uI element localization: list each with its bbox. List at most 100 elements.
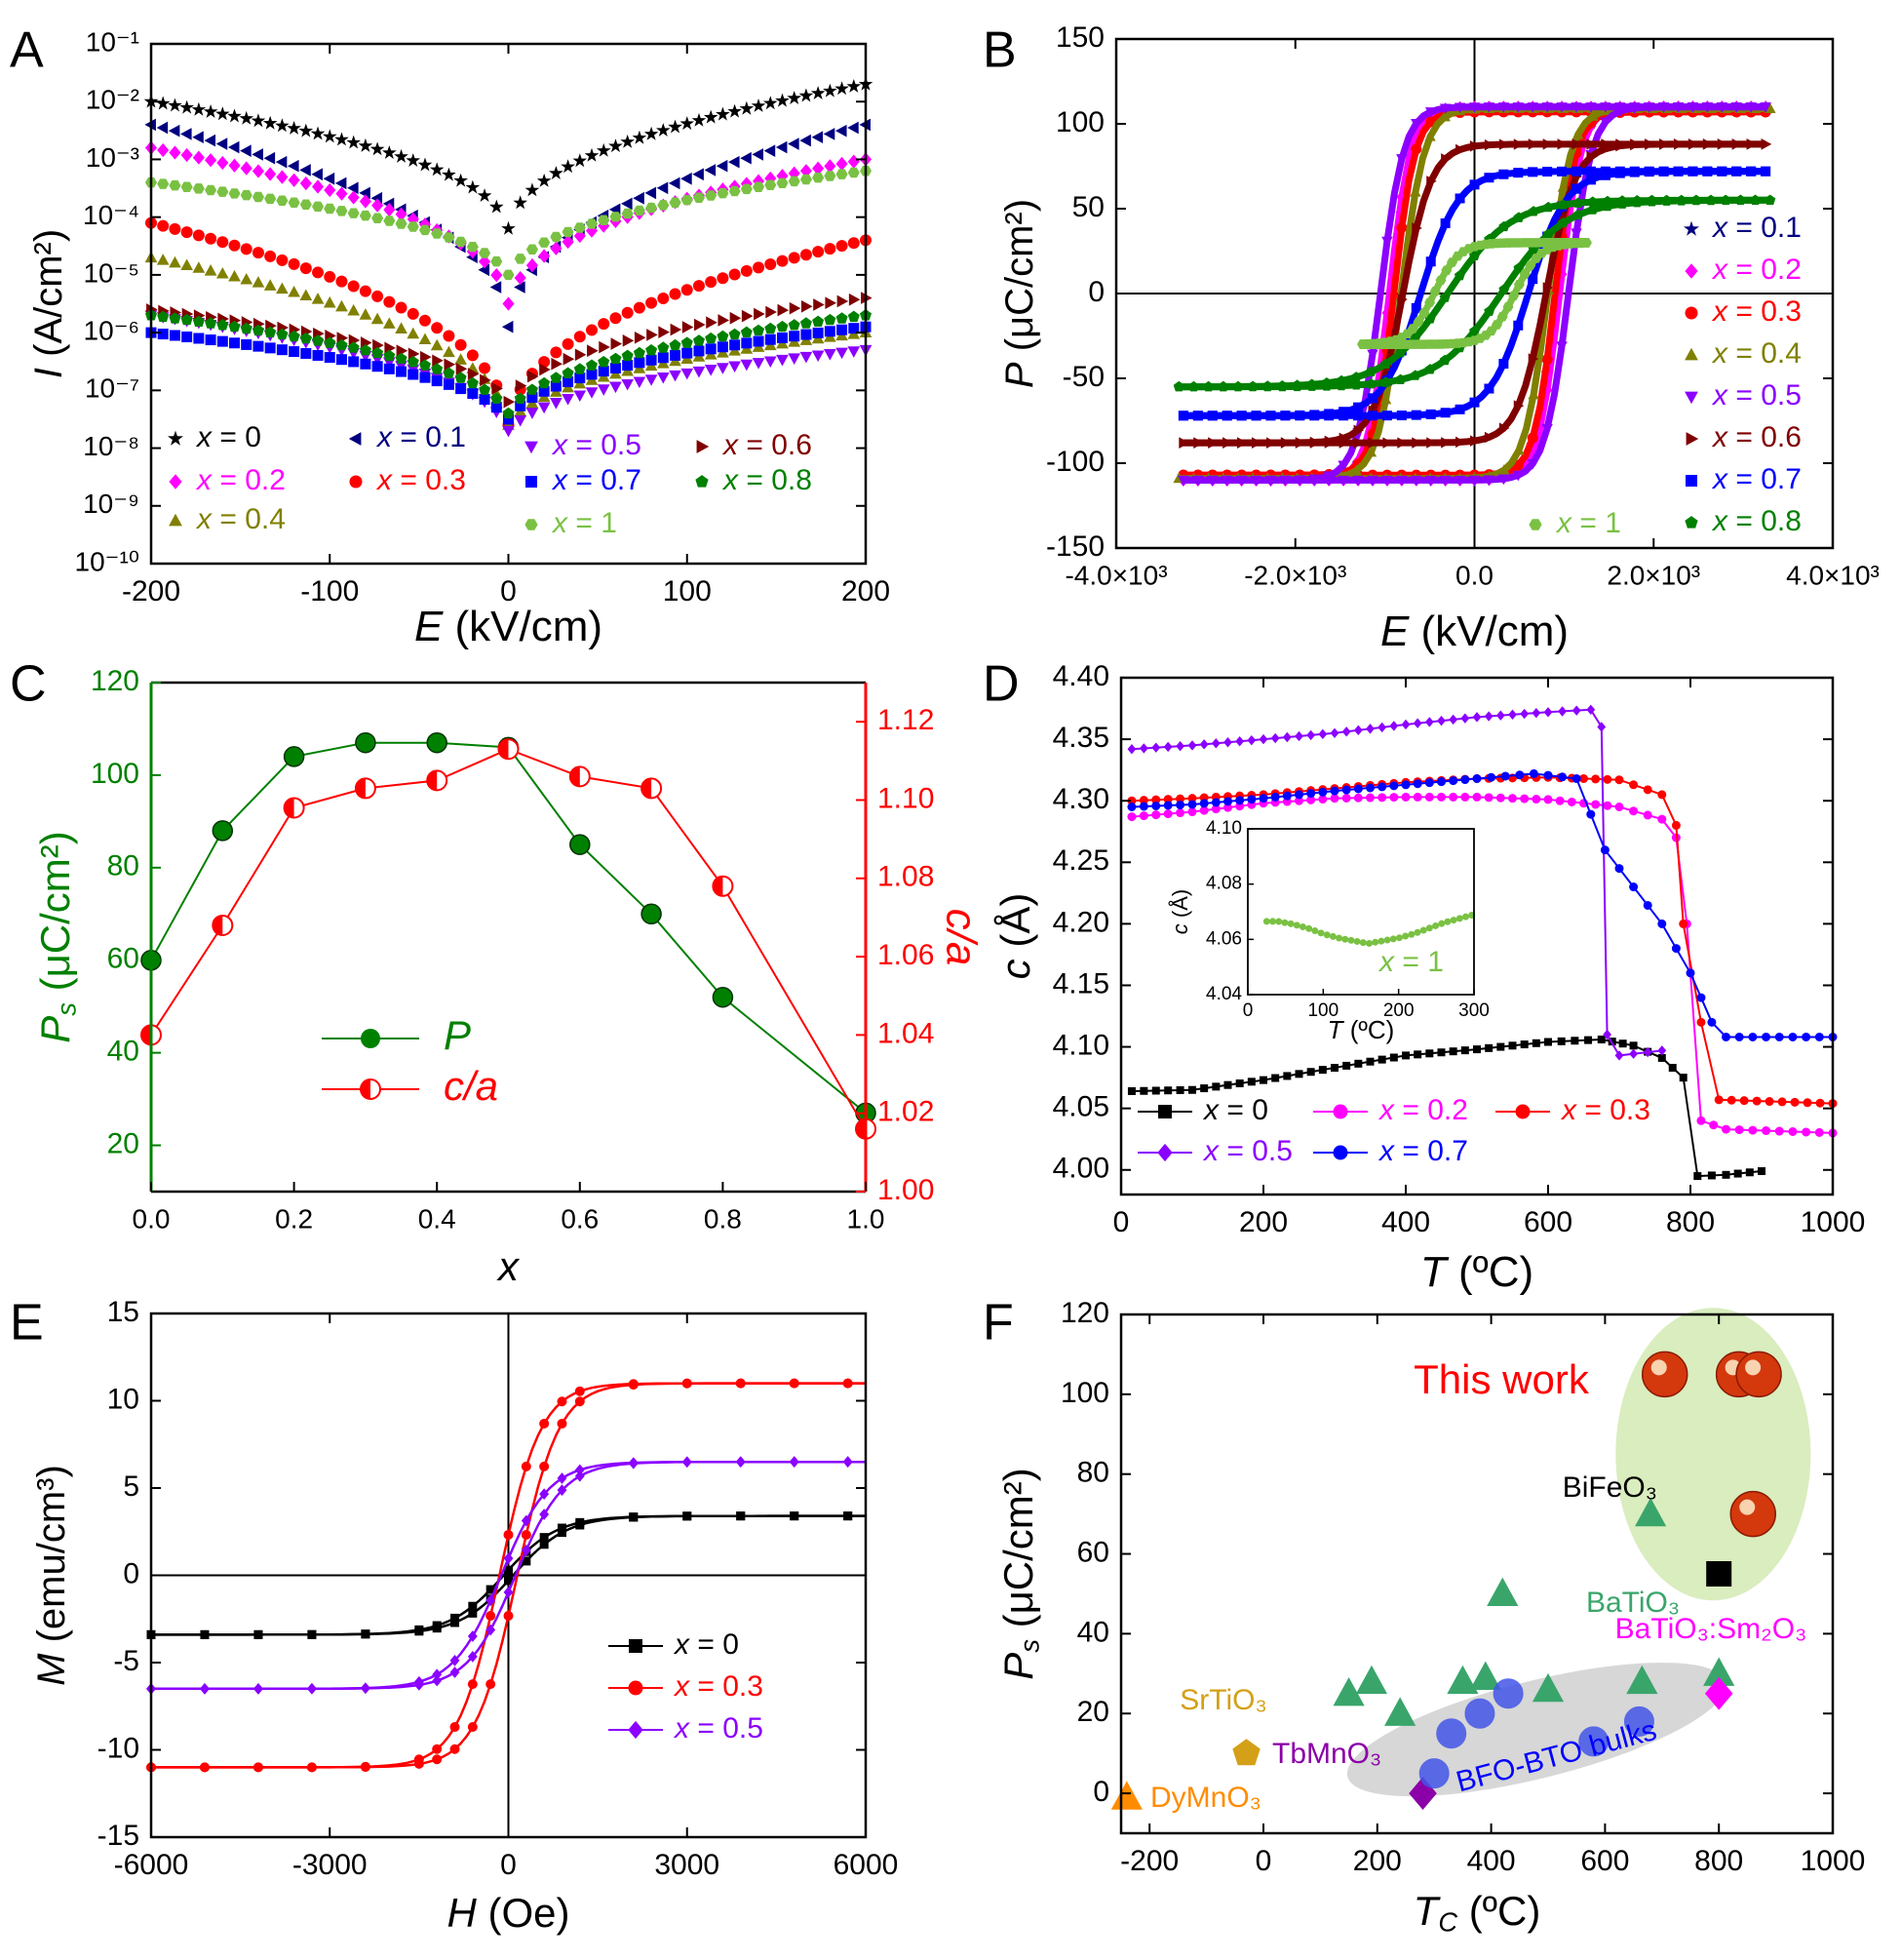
- legend-label: P: [444, 1012, 471, 1058]
- data-point: [741, 309, 754, 323]
- data-point: [215, 137, 228, 150]
- data-point: [1295, 1070, 1303, 1078]
- data-point: [1734, 1032, 1744, 1041]
- data-point: [765, 305, 777, 319]
- data-point: [1449, 714, 1458, 725]
- data-point: [1618, 1039, 1627, 1048]
- data-point: [1395, 934, 1403, 942]
- data-point: [212, 820, 234, 842]
- data-point: [239, 110, 254, 125]
- data-point: [1424, 717, 1434, 727]
- data-point: [193, 333, 205, 344]
- y-tick-label: -150: [1046, 530, 1105, 563]
- data-point: [847, 346, 861, 358]
- data-point: [253, 1629, 263, 1639]
- data-point-half: [427, 770, 438, 791]
- data-point: [479, 248, 491, 258]
- data-point-half: [641, 778, 652, 799]
- legend-label: x = 0.5: [1711, 379, 1802, 412]
- legend-marker: [348, 432, 362, 446]
- data-point: [563, 376, 574, 388]
- legend-marker: [1685, 391, 1698, 405]
- legend-label: x = 0.7: [551, 464, 641, 496]
- data-point: [157, 178, 170, 189]
- data-point: [573, 390, 587, 403]
- data-point-half: [141, 1025, 151, 1045]
- data-point: [847, 310, 860, 323]
- y-tick-label: 4.20: [1053, 906, 1109, 938]
- legend-label: x = 0.5: [673, 1712, 763, 1744]
- data-point: [485, 1585, 495, 1594]
- data-point: [228, 188, 241, 199]
- data-point: [538, 376, 551, 389]
- data-point: [1424, 778, 1434, 788]
- data-point: [1496, 1042, 1505, 1051]
- data-point: [1282, 791, 1292, 801]
- data-point: [1679, 919, 1688, 928]
- data-point: [215, 106, 230, 121]
- data-point: [490, 255, 503, 267]
- y-tick-label: 4.15: [1053, 967, 1109, 1000]
- data-point: [716, 106, 730, 121]
- data-point: [1401, 719, 1411, 730]
- data-point: [1199, 739, 1209, 750]
- x-tick-label: 300: [1458, 1000, 1490, 1021]
- x-tick-label: 0: [1256, 1845, 1272, 1877]
- data-point: [480, 373, 491, 387]
- data-point: [156, 254, 170, 265]
- data-point: [812, 173, 825, 183]
- data-point: [735, 1378, 746, 1389]
- data-point: [563, 352, 575, 366]
- data-point: [717, 363, 729, 374]
- data-point: [1306, 789, 1316, 799]
- data-point: [1629, 780, 1639, 790]
- data-point: [704, 164, 717, 176]
- data-point: [1377, 1055, 1386, 1064]
- data-point: [514, 281, 525, 294]
- data-point: [670, 349, 681, 361]
- legend-marker: [1685, 516, 1698, 529]
- y-tick-label: 60: [107, 943, 139, 975]
- data-point: [800, 299, 813, 313]
- data-point: [156, 121, 169, 135]
- legend-label: x = 0.2: [195, 464, 286, 496]
- data-point: [490, 268, 503, 283]
- data-point: [432, 1754, 443, 1765]
- data-point: [668, 119, 682, 134]
- data-point: [1643, 1046, 1652, 1058]
- data-point: [203, 104, 218, 118]
- data-point: [306, 1682, 317, 1695]
- data-point: [383, 363, 395, 374]
- panel-f-chart: -200 0 200 400 600 800 1000 0 20 40 60 80 100 120 TC (…: [995, 1297, 1865, 1938]
- data-point: [703, 109, 718, 124]
- data-point: [569, 834, 591, 855]
- data-point: [608, 138, 623, 153]
- data-point: [1578, 1726, 1610, 1757]
- y-tick-label: 120: [91, 665, 139, 697]
- data-point: [1419, 926, 1427, 934]
- data-point: [538, 249, 551, 263]
- data-point: [1704, 1676, 1733, 1710]
- data-point: [443, 345, 455, 358]
- data-point: [1151, 810, 1161, 820]
- data-point: [216, 186, 229, 197]
- data-point: [1597, 722, 1607, 732]
- data-point: [704, 365, 718, 376]
- data-point: [431, 363, 444, 374]
- data-point: [1774, 1032, 1784, 1041]
- data-point: [679, 116, 695, 131]
- legend-label: x = 0.2: [1377, 1094, 1468, 1126]
- data-point: [1603, 774, 1612, 784]
- data-point: [276, 328, 289, 340]
- this-work-region: [1615, 1308, 1811, 1601]
- data-point: [1447, 1665, 1479, 1695]
- data-point: [454, 372, 467, 383]
- y-tick-label: 20: [107, 1127, 139, 1159]
- data-point: [288, 330, 300, 342]
- data-point: [514, 254, 526, 264]
- data-point: [1722, 1170, 1730, 1179]
- data-point: [1626, 1665, 1658, 1695]
- y-tick-label: 40: [1077, 1616, 1109, 1648]
- data-point: [1164, 1086, 1173, 1095]
- data-point: [311, 179, 325, 194]
